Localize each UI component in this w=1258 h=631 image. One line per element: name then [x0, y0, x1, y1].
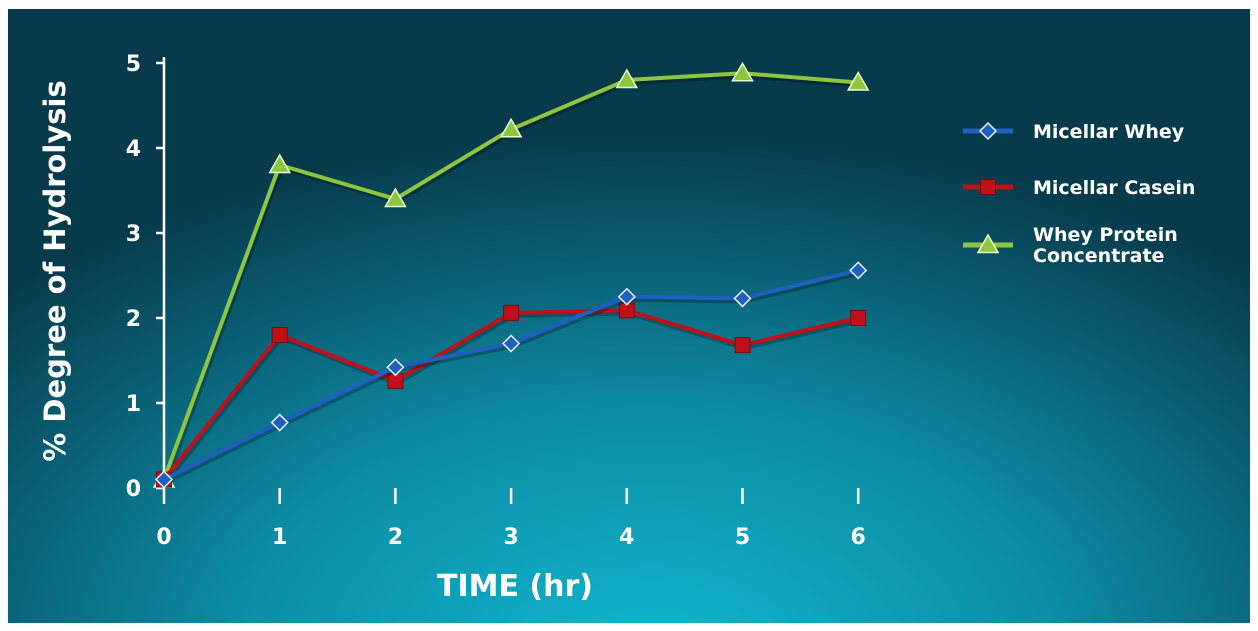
series-layer: [152, 61, 870, 489]
y-tick-label: 4: [126, 137, 141, 162]
data-point: [499, 117, 523, 138]
y-tick-label: 2: [126, 307, 141, 332]
legend-label: Whey Protein Concentrate: [1033, 224, 1178, 267]
series-line-shadow: [164, 269, 861, 485]
data-point: [615, 68, 639, 89]
data-point: [733, 289, 752, 308]
series-micellar-whey: [154, 261, 868, 489]
legend-item-whey-protein-concentrate: Whey Protein Concentrate: [963, 224, 1178, 267]
legend-item-micellar-casein: Micellar Casein: [963, 177, 1195, 199]
y-tick-label: 3: [126, 222, 141, 247]
chart-panel: 0 1 2 3 4 5 6 0 1 2 3 4 5 Micellar Whey Micellar Cas…: [8, 9, 1250, 623]
x-tick-label: 2: [388, 525, 403, 550]
series-micellar-casein: [156, 302, 867, 488]
hydrolysis-line-chart: 0 1 2 3 4 5 6 0 1 2 3 4 5 Micellar Whey Micellar Cas…: [38, 52, 1195, 604]
data-point: [734, 337, 751, 354]
y-tick-label: 1: [126, 392, 141, 417]
x-tick-label: 1: [272, 525, 287, 550]
legend-swatch-marker: [976, 233, 1000, 254]
legend-label: Micellar Casein: [1033, 177, 1195, 199]
x-tick-label: 6: [851, 525, 866, 550]
series-line: [163, 268, 859, 482]
data-point: [384, 187, 407, 208]
x-axis-title: TIME (hr): [437, 569, 593, 604]
x-axis-ticks: 0 1 2 3 4 5 6: [156, 488, 866, 550]
data-point: [502, 334, 521, 353]
data-point: [849, 261, 868, 280]
data-point: [271, 327, 288, 343]
y-axis-title: % Degree of Hydrolysis: [38, 80, 72, 462]
series-whey-protein-concentrate: [152, 61, 870, 488]
data-point: [617, 287, 636, 306]
legend-label: Micellar Whey: [1033, 121, 1185, 143]
y-tick-label: 0: [126, 477, 141, 502]
x-tick-label: 0: [156, 525, 171, 550]
data-point: [386, 358, 405, 377]
data-point: [731, 61, 754, 82]
data-point: [270, 413, 289, 432]
x-tick-label: 4: [619, 525, 634, 550]
legend-item-micellar-whey: Micellar Whey: [963, 121, 1185, 143]
legend: Micellar Whey Micellar Casein Whey Protein…: [963, 121, 1195, 267]
axes: [158, 57, 1088, 490]
x-tick-label: 5: [735, 525, 750, 550]
x-tick-label: 3: [503, 525, 518, 550]
data-point: [846, 71, 870, 91]
data-point: [503, 304, 520, 321]
legend-swatch-marker: [980, 179, 996, 195]
data-point: [850, 310, 867, 326]
legend-swatch-marker: [978, 121, 998, 141]
data-point: [154, 470, 174, 489]
y-tick-label: 5: [126, 52, 141, 77]
data-point: [268, 153, 291, 174]
y-axis-ticks: 0 1 2 3 4 5: [126, 52, 164, 502]
